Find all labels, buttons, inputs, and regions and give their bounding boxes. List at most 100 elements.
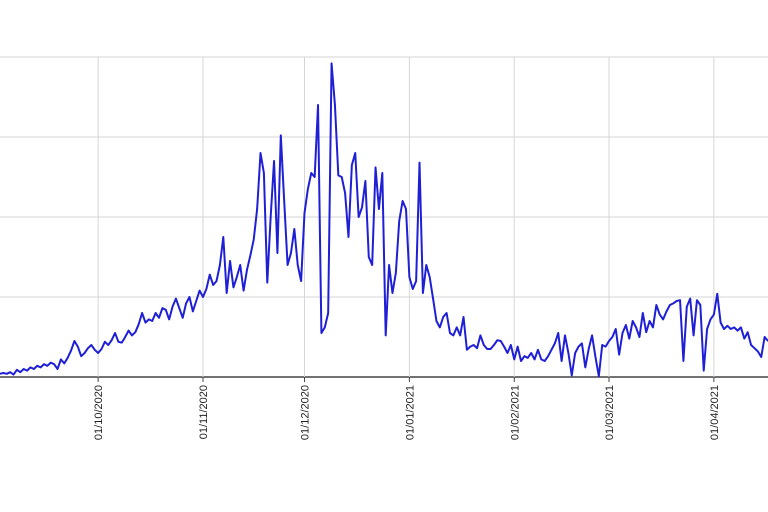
data-point <box>628 338 630 340</box>
data-point <box>547 355 549 357</box>
data-point <box>550 349 553 351</box>
data-point <box>205 288 207 290</box>
x-tick-label: 01/04/2021 <box>709 385 721 440</box>
data-point <box>513 358 515 360</box>
data-point <box>83 352 86 354</box>
data-point <box>259 152 262 154</box>
data-point <box>9 371 11 373</box>
data-point <box>679 299 681 301</box>
data-point <box>398 220 400 222</box>
data-point <box>425 264 427 266</box>
data-point <box>23 368 25 370</box>
data-point <box>70 350 72 352</box>
data-point <box>314 176 316 178</box>
data-point <box>358 216 360 218</box>
data-point <box>249 254 251 256</box>
data-point <box>408 276 410 278</box>
data-point <box>736 330 739 332</box>
data-point <box>199 290 201 292</box>
data-point <box>621 332 624 334</box>
data-point <box>445 312 448 314</box>
data-point <box>615 328 617 330</box>
data-point <box>703 370 705 372</box>
data-point <box>16 369 18 371</box>
data-point <box>26 370 28 372</box>
data-point <box>40 366 42 368</box>
data-point <box>246 269 248 271</box>
data-point <box>307 188 309 190</box>
data-point <box>131 334 133 336</box>
data-point <box>195 300 197 302</box>
data-point <box>317 104 319 106</box>
data-point <box>29 366 32 368</box>
data-point <box>111 339 113 341</box>
data-point <box>368 256 370 258</box>
data-point <box>665 310 668 312</box>
x-tick-label: 01/01/2021 <box>404 385 416 440</box>
data-point <box>144 322 147 324</box>
data-point <box>158 317 160 319</box>
data-point <box>94 349 96 351</box>
data-point <box>527 357 529 359</box>
data-point <box>510 344 512 346</box>
data-point <box>388 264 390 266</box>
data-point <box>73 340 76 342</box>
data-point <box>337 174 339 176</box>
data-point <box>479 334 482 336</box>
data-point <box>537 349 539 351</box>
data-point <box>713 314 715 316</box>
data-point <box>733 326 735 328</box>
data-point <box>493 344 495 346</box>
data-point <box>567 352 569 354</box>
data-point <box>709 318 712 320</box>
data-point <box>226 292 228 294</box>
data-point <box>500 340 502 342</box>
data-point <box>699 304 701 306</box>
data-point <box>682 360 685 362</box>
data-point <box>19 371 21 373</box>
data-point <box>334 104 336 106</box>
data-point <box>648 320 651 322</box>
data-point <box>215 280 218 282</box>
data-point <box>486 348 488 350</box>
data-point <box>456 326 458 328</box>
data-point <box>124 336 126 338</box>
data-point <box>743 338 745 340</box>
data-point <box>557 332 559 334</box>
data-point <box>242 290 245 292</box>
data-point <box>168 318 170 320</box>
data-point <box>594 356 597 358</box>
data-point <box>452 334 454 336</box>
data-point <box>283 200 285 202</box>
data-point <box>290 252 292 254</box>
data-point <box>506 352 509 354</box>
x-axis-ticks: 01/10/2020 01/11/2020 01/12/2020 01/01/2021… <box>93 377 721 440</box>
x-tick-label: 01/02/2021 <box>509 385 521 440</box>
data-point <box>757 350 759 352</box>
data-point <box>117 341 120 343</box>
data-point <box>53 363 55 365</box>
data-point <box>753 347 756 349</box>
data-point <box>212 284 214 286</box>
data-point <box>192 310 194 312</box>
data-point <box>476 347 478 349</box>
data-point <box>706 328 708 330</box>
data-point <box>638 336 641 338</box>
data-point <box>6 373 8 375</box>
data-point <box>659 314 661 316</box>
data-point <box>611 336 613 338</box>
data-point <box>720 322 722 324</box>
data-point <box>554 342 556 344</box>
data-point <box>726 325 729 327</box>
data-point <box>655 304 657 306</box>
data-point <box>571 374 573 376</box>
data-point <box>462 316 465 318</box>
data-point <box>134 331 136 333</box>
data-point <box>439 326 441 328</box>
data-point <box>692 334 695 336</box>
data-point <box>0 373 1 375</box>
data-point <box>415 280 417 282</box>
data-point <box>429 276 431 278</box>
data-point <box>202 296 204 298</box>
data-point <box>141 312 143 314</box>
